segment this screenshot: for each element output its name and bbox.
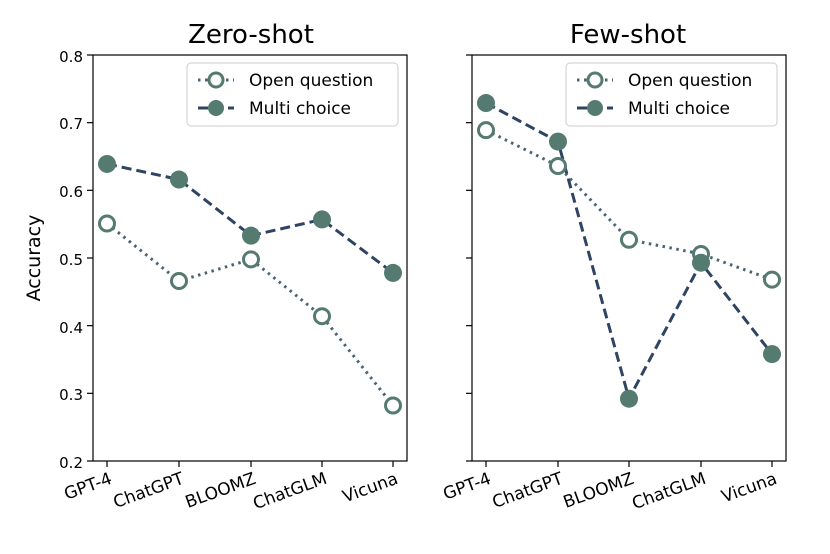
xtick-label: ChatGLM bbox=[629, 469, 708, 514]
legend-label-open-question: Open question bbox=[628, 71, 752, 91]
point-multi-choice bbox=[549, 132, 567, 151]
xtick-label: Vicuna bbox=[340, 469, 401, 507]
point-open-question bbox=[313, 307, 331, 326]
point-multi-choice bbox=[763, 345, 781, 364]
legend-box bbox=[186, 62, 399, 127]
xtick-label: ChatGPT bbox=[490, 469, 567, 513]
ytick-label: 0.2 bbox=[59, 454, 83, 472]
ytick-label: 0.5 bbox=[59, 251, 83, 269]
legend: Open question Multi choice bbox=[565, 62, 778, 127]
point-open-question bbox=[549, 156, 567, 175]
xtick-label: ChatGPT bbox=[111, 469, 188, 513]
point-open-question bbox=[763, 270, 781, 289]
legend-marker-open-question bbox=[207, 71, 225, 89]
legend-label-multi-choice: Multi choice bbox=[249, 99, 351, 119]
chart-title-few-shot: Few-shot bbox=[570, 20, 686, 50]
point-open-question bbox=[620, 230, 638, 249]
point-open-question bbox=[98, 214, 116, 233]
legend-marker-open-question bbox=[586, 71, 604, 89]
point-multi-choice bbox=[313, 210, 331, 229]
legend-label-multi-choice: Multi choice bbox=[628, 99, 730, 119]
series-line-open-question bbox=[106, 222, 395, 407]
panel-zero-shot: Zero-shot Accuracy 0.2 0.3 0.4 0.5 0.6 0… bbox=[23, 20, 408, 514]
point-multi-choice bbox=[692, 253, 710, 272]
legend-marker-multi-choice bbox=[208, 100, 224, 116]
chart-title-zero-shot: Zero-shot bbox=[188, 20, 314, 50]
legend-label-open-question: Open question bbox=[249, 71, 373, 91]
point-open-question bbox=[242, 250, 260, 269]
y-axis-ticks: 0.2 0.3 0.4 0.5 0.6 0.7 0.8 bbox=[59, 48, 83, 472]
point-multi-choice bbox=[620, 389, 638, 408]
plot-frame bbox=[92, 54, 408, 462]
point-open-question bbox=[477, 121, 495, 140]
xtick-label: ChatGLM bbox=[250, 469, 329, 514]
ytick-label: 0.7 bbox=[59, 115, 83, 133]
point-open-question bbox=[384, 396, 402, 415]
y-axis-label: Accuracy bbox=[23, 215, 45, 302]
point-multi-choice bbox=[98, 154, 116, 173]
legend-box bbox=[565, 62, 778, 127]
point-multi-choice bbox=[384, 263, 402, 282]
ytick-label: 0.8 bbox=[59, 48, 83, 66]
ytick-label: 0.4 bbox=[59, 319, 83, 337]
series-line-multi-choice bbox=[106, 162, 394, 275]
ytick-label: 0.6 bbox=[59, 183, 83, 201]
legend-marker-multi-choice bbox=[587, 100, 603, 116]
xtick-label: GPT-4 bbox=[62, 469, 115, 505]
ytick-label: 0.3 bbox=[59, 386, 83, 404]
xtick-label: BLOOMZ bbox=[183, 469, 259, 513]
point-multi-choice bbox=[242, 226, 260, 245]
series-line-open-question bbox=[485, 128, 773, 282]
legend: Open question Multi choice bbox=[186, 62, 399, 127]
point-multi-choice bbox=[170, 170, 188, 189]
xtick-label: BLOOMZ bbox=[561, 469, 637, 513]
point-multi-choice bbox=[477, 94, 495, 113]
point-open-question bbox=[170, 272, 188, 291]
series-line-multi-choice bbox=[485, 101, 774, 403]
plot-frame bbox=[471, 54, 787, 462]
xtick-label: Vicuna bbox=[719, 469, 780, 507]
xtick-label: GPT-4 bbox=[441, 469, 494, 505]
